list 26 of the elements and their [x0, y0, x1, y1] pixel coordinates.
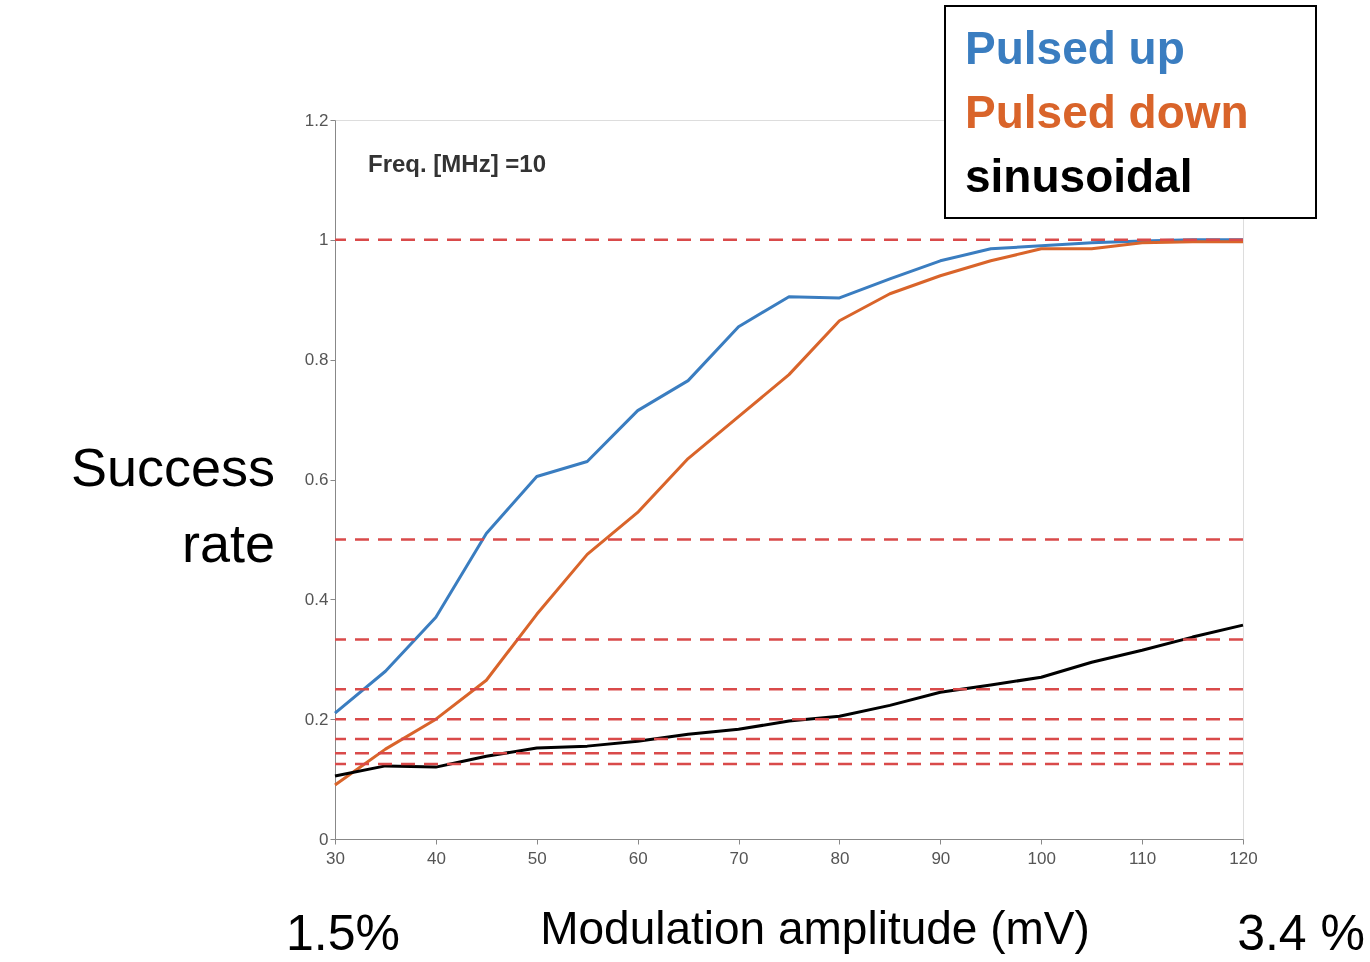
x-tick-label: 120: [1229, 848, 1258, 868]
x-tick-label: 70: [729, 848, 749, 868]
text: 1.5%: [286, 905, 400, 961]
x-tick-label: 80: [830, 848, 850, 868]
line-series: [333, 623, 1245, 778]
text: 3.4 %: [1237, 905, 1365, 961]
y-tick-label: 0.2: [304, 709, 329, 729]
x-tick-label: 60: [628, 848, 648, 868]
x-tick-label: 40: [426, 848, 446, 868]
y-axis-title: Success rate: [70, 437, 275, 573]
x-axis-title: Modulation amplitude (mV): [540, 902, 1090, 954]
y-tick-label: 0.6: [304, 470, 329, 489]
x-tick-label: 30: [326, 848, 345, 868]
annotation: Freq. [MHz] =10: [368, 150, 547, 177]
x-tick-label: 50: [527, 848, 547, 868]
y-tick-label: 1: [319, 230, 329, 250]
text: Pulsed up: [965, 22, 1185, 74]
x-tick-label: 100: [1027, 848, 1056, 868]
text: Pulsed down: [965, 86, 1249, 138]
y-tick-label: 1.2: [304, 110, 329, 130]
y-tick-label: 0.4: [304, 589, 329, 609]
y-tick-label: 0.8: [304, 350, 329, 370]
y-tick-label: 0: [319, 829, 329, 849]
text: sinusoidal: [965, 150, 1193, 202]
x-tick-label: 110: [1129, 848, 1157, 868]
x-tick-label: 90: [931, 848, 951, 868]
